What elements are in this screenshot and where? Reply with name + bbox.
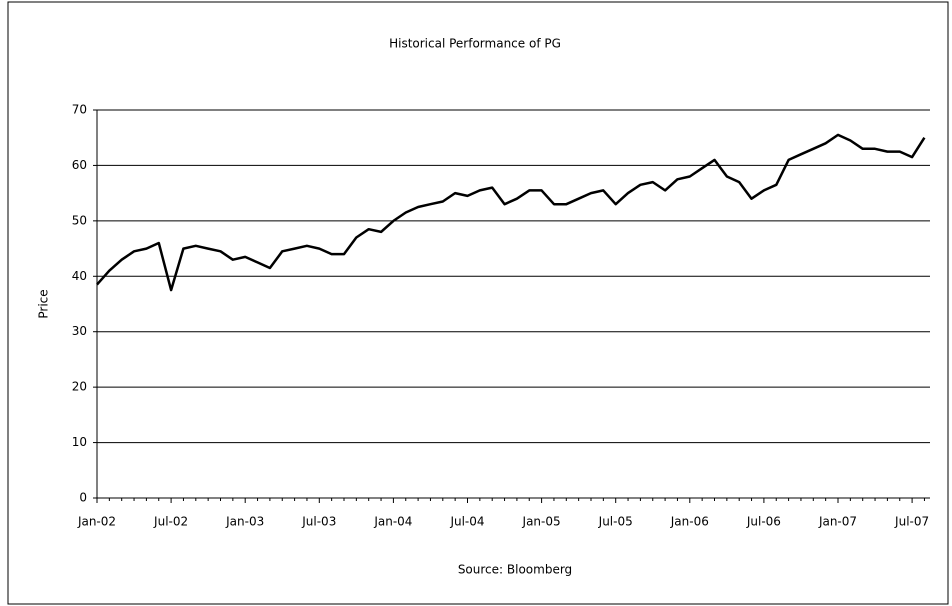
y-tick-label: 40 (72, 269, 87, 283)
y-axis-label: Price (37, 289, 51, 318)
x-tick-label: Jan-05 (522, 515, 561, 529)
y-tick-label: 60 (72, 158, 87, 172)
x-tick-label: Jan-07 (818, 515, 857, 529)
x-tick-label: Jul-04 (449, 515, 484, 529)
y-tick-label: 30 (72, 324, 87, 338)
x-tick-label: Jul-07 (894, 515, 929, 529)
x-tick-label: Jan-02 (77, 515, 116, 529)
chart-frame (7, 1, 949, 605)
y-tick-label: 10 (72, 435, 87, 449)
y-tick-label: 0 (79, 491, 87, 505)
chart-title: Historical Performance of PG (389, 37, 561, 51)
x-tick-label: Jul-03 (301, 515, 336, 529)
y-tick-label: 50 (72, 213, 87, 227)
x-tick-label: Jan-04 (373, 515, 412, 529)
y-tick-label: 20 (72, 380, 87, 394)
x-tick-label: Jan-03 (225, 515, 264, 529)
x-tick-label: Jul-06 (746, 515, 781, 529)
y-tick-label: 70 (72, 103, 87, 117)
x-tick-label: Jul-02 (153, 515, 188, 529)
source-note: Source: Bloomberg (458, 563, 572, 577)
x-tick-label: Jul-05 (598, 515, 633, 529)
x-tick-label: Jan-06 (670, 515, 709, 529)
price-line (96, 133, 926, 292)
